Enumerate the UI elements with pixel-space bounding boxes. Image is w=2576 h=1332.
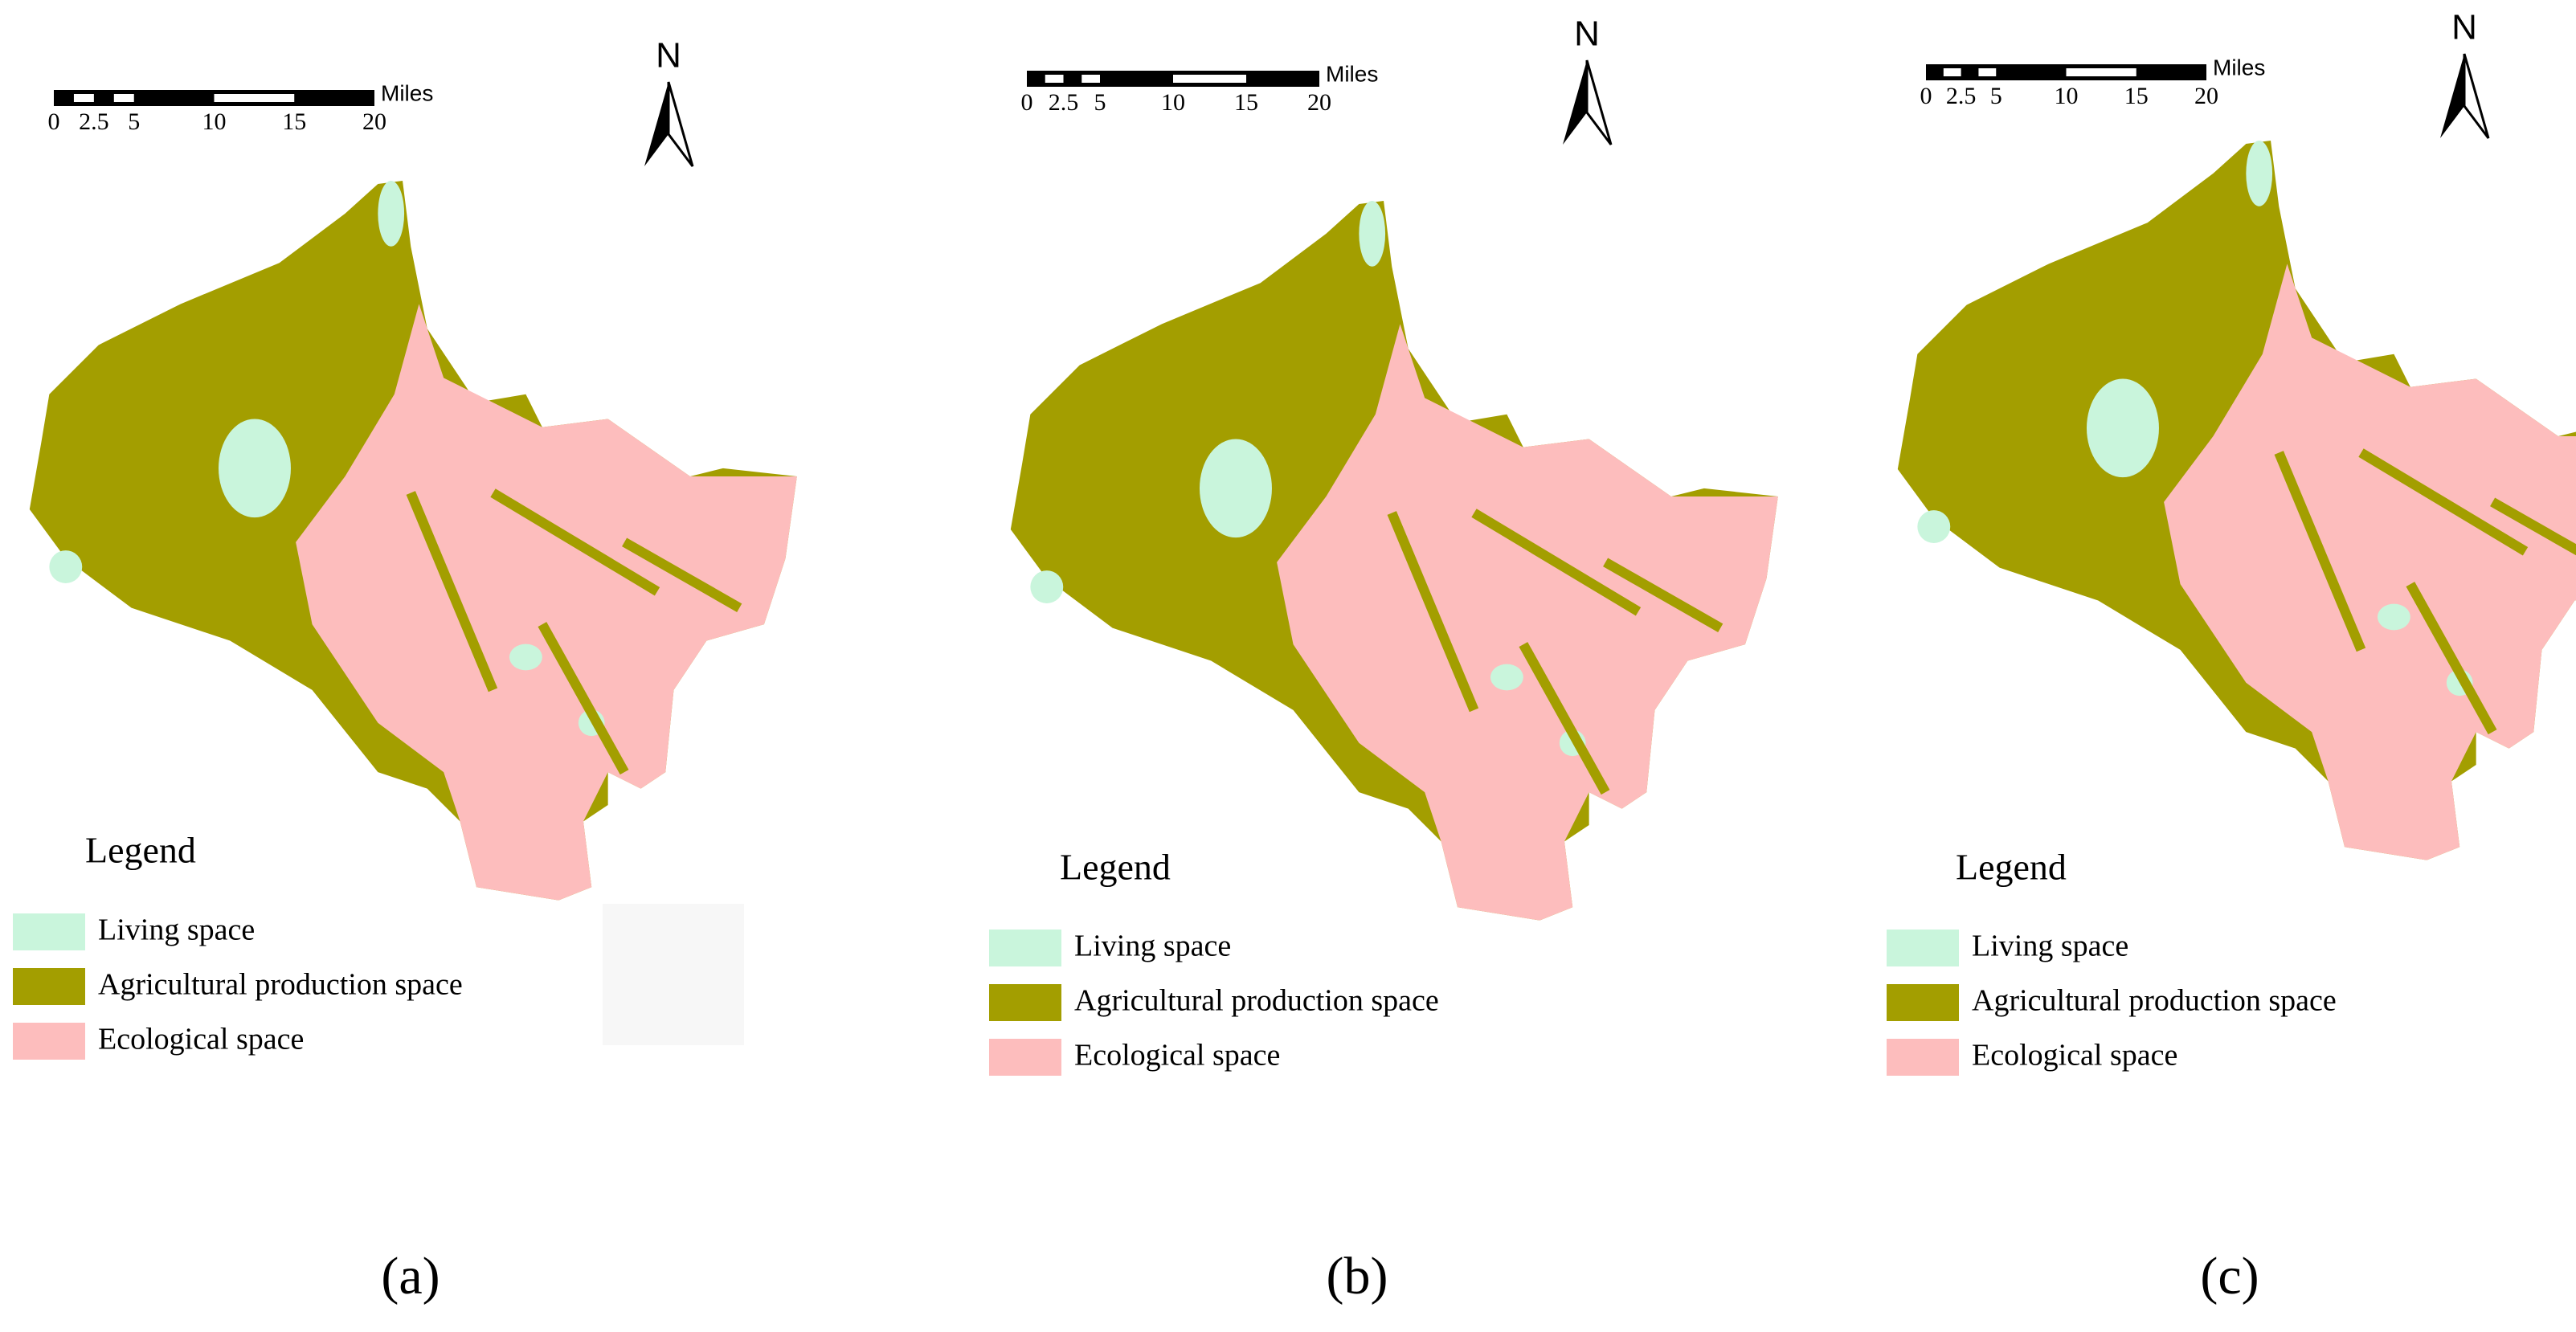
legend-label: Living space bbox=[1074, 930, 1231, 963]
living-area bbox=[2377, 603, 2410, 631]
scale-segment bbox=[113, 94, 134, 102]
scale-label: 0 bbox=[1021, 89, 1033, 116]
legend-label: Living space bbox=[1972, 930, 2128, 963]
scale-segment bbox=[214, 94, 295, 102]
living-area bbox=[509, 644, 542, 671]
river-corridor bbox=[490, 488, 660, 596]
panel: 0 2.5 5 10 15 20 Miles N Legend Living space Agric… bbox=[1887, 8, 2576, 1305]
scale-segment bbox=[1943, 68, 1961, 76]
map bbox=[1010, 200, 1778, 921]
living-area bbox=[1199, 439, 1272, 538]
scale-label: 15 bbox=[282, 108, 306, 135]
living-area bbox=[49, 550, 83, 583]
panel-caption: (b) bbox=[1327, 1247, 1388, 1305]
legend-label: Agricultural production space bbox=[1074, 984, 1439, 1018]
legend-swatch bbox=[13, 913, 85, 950]
north-arrow bbox=[667, 81, 694, 167]
living-area bbox=[1359, 200, 1386, 267]
legend-label: Ecological space bbox=[1972, 1039, 2177, 1073]
river-corridor bbox=[2490, 497, 2576, 556]
scale-segment bbox=[73, 94, 94, 102]
river-corridor bbox=[2406, 582, 2497, 735]
north-label: N bbox=[656, 36, 681, 76]
river-corridor bbox=[1471, 509, 1642, 616]
ecological-area bbox=[1277, 324, 1778, 921]
legend-title: Legend bbox=[85, 830, 196, 871]
scale-segment bbox=[1045, 75, 1064, 83]
legend-swatch bbox=[989, 984, 1061, 1021]
map bbox=[1897, 140, 2576, 860]
scale-label: 2.5 bbox=[1049, 89, 1079, 116]
living-area bbox=[2086, 378, 2159, 478]
scale-segment bbox=[1082, 75, 1100, 83]
scale-label: 20 bbox=[362, 108, 386, 135]
legend-title: Legend bbox=[1956, 847, 2067, 888]
legend-swatch bbox=[989, 930, 1061, 966]
panel: 0 2.5 5 10 15 20 Miles N Legend Living space Agric… bbox=[989, 14, 1778, 1305]
north-arrow bbox=[1585, 59, 1613, 145]
legend-label: Agricultural production space bbox=[1972, 984, 2337, 1018]
ecological-area bbox=[2164, 264, 2576, 860]
river-corridor bbox=[2274, 451, 2366, 652]
scale-label: 10 bbox=[2055, 83, 2079, 109]
map bbox=[29, 180, 797, 901]
north-arrow bbox=[2463, 53, 2490, 139]
legend-swatch bbox=[13, 968, 85, 1005]
north-arrow bbox=[1563, 60, 1587, 145]
scale-label: 20 bbox=[1307, 89, 1331, 116]
north-arrow bbox=[644, 82, 669, 166]
scale-unit: Miles bbox=[2213, 55, 2265, 80]
blank-patch bbox=[603, 904, 744, 1045]
legend-label: Ecological space bbox=[98, 1023, 304, 1056]
legend-swatch bbox=[1887, 984, 1959, 1021]
panel-caption: (c) bbox=[2200, 1247, 2259, 1305]
scale-segment bbox=[1978, 68, 1997, 76]
legend-label: Agricultural production space bbox=[98, 968, 463, 1002]
legend-swatch bbox=[13, 1023, 85, 1060]
north-label: N bbox=[2451, 8, 2477, 47]
river-corridor bbox=[406, 491, 498, 693]
scale-label: 2.5 bbox=[1946, 83, 1977, 109]
scale-label: 10 bbox=[1161, 89, 1185, 116]
river-corridor bbox=[1387, 511, 1479, 713]
river-corridor bbox=[2358, 448, 2529, 556]
living-area bbox=[378, 180, 405, 247]
legend-label: Living space bbox=[98, 913, 255, 947]
legend-label: Ecological space bbox=[1074, 1039, 1280, 1073]
living-area bbox=[1490, 664, 1523, 691]
river-corridor bbox=[1603, 558, 1723, 632]
north-arrow bbox=[2440, 54, 2464, 138]
scale-unit: Miles bbox=[1326, 61, 1378, 86]
north-label: N bbox=[1574, 14, 1600, 54]
living-area bbox=[2246, 140, 2273, 206]
legend-swatch bbox=[1887, 1039, 1959, 1076]
scale-label: 5 bbox=[128, 108, 140, 135]
scale-label: 5 bbox=[1094, 89, 1106, 116]
ecological-area bbox=[296, 304, 797, 901]
scale-label: 0 bbox=[48, 108, 60, 135]
scale-unit: Miles bbox=[381, 80, 433, 105]
scale-label: 20 bbox=[2194, 83, 2218, 109]
panel: 0 2.5 5 10 15 20 Miles N Legend Living space Agric… bbox=[13, 36, 797, 1305]
river-corridor bbox=[622, 537, 742, 612]
panel-caption: (a) bbox=[381, 1247, 440, 1305]
scale-label: 15 bbox=[1234, 89, 1258, 116]
legend-swatch bbox=[989, 1039, 1061, 1076]
scale-label: 0 bbox=[1920, 83, 1932, 109]
living-area bbox=[218, 419, 291, 518]
legend-title: Legend bbox=[1060, 847, 1171, 888]
scale-label: 10 bbox=[202, 108, 227, 135]
living-area bbox=[1030, 570, 1064, 603]
scale-segment bbox=[2066, 68, 2136, 76]
scale-label: 15 bbox=[2124, 83, 2149, 109]
scale-label: 2.5 bbox=[79, 108, 109, 135]
river-corridor bbox=[1519, 642, 1610, 795]
living-area bbox=[1917, 510, 1951, 543]
scale-segment bbox=[1173, 75, 1246, 83]
legend-swatch bbox=[1887, 930, 1959, 966]
river-corridor bbox=[538, 622, 629, 775]
scale-label: 5 bbox=[1990, 83, 2002, 109]
